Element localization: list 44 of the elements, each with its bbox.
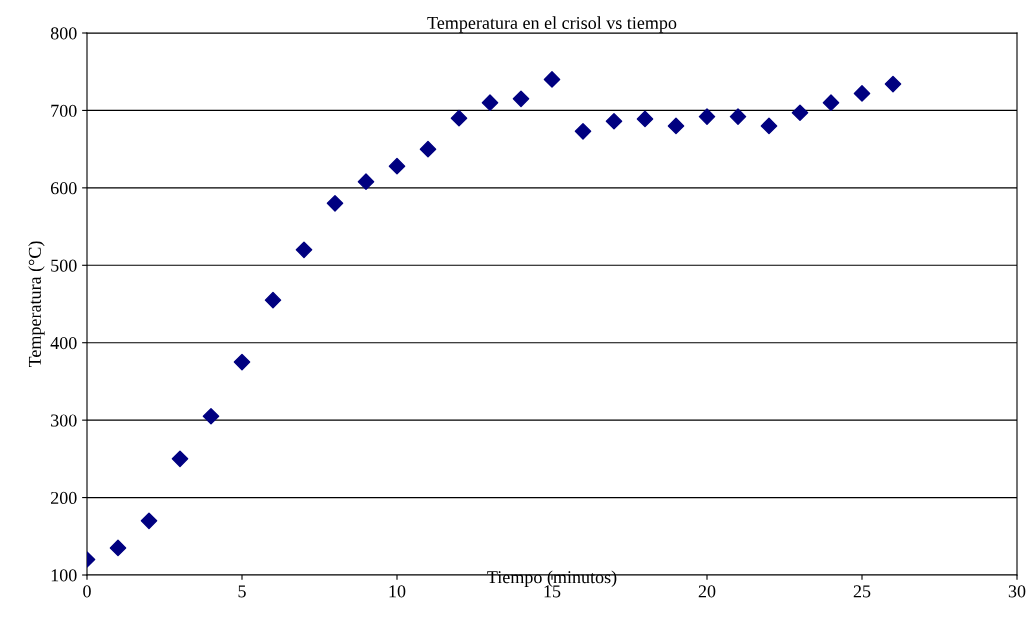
y-tick-label: 200 <box>50 491 77 505</box>
point <box>636 110 654 128</box>
point <box>202 407 220 425</box>
x-tick-label: 10 <box>389 585 406 598</box>
y-tick-label: 400 <box>50 336 77 350</box>
y-tick-label: 700 <box>51 104 77 117</box>
point <box>543 71 561 88</box>
point <box>140 512 158 530</box>
point <box>357 173 375 190</box>
point <box>884 75 902 93</box>
point <box>853 85 871 102</box>
x-axis-title: Tiempo (minutos) <box>487 570 617 587</box>
point <box>264 291 282 309</box>
x-tick-label: 5 <box>238 585 246 598</box>
point <box>450 109 468 127</box>
point <box>822 94 840 111</box>
point <box>481 94 499 111</box>
y-tick-label: 100 <box>51 569 77 582</box>
y-tick-label: 300 <box>51 414 77 427</box>
chart-title: Temperatura en el crisol vs tiempo <box>427 16 677 33</box>
point <box>729 108 747 125</box>
point <box>295 241 313 259</box>
point <box>605 112 623 130</box>
point <box>791 104 809 122</box>
x-tick-label: 25 <box>853 585 871 598</box>
point <box>109 539 127 557</box>
point <box>512 90 530 108</box>
y-tick-label: 500 <box>51 259 77 272</box>
point <box>326 195 344 212</box>
y-axis-title: Temperatura (°C) <box>28 241 45 368</box>
x-tick-label: 30 <box>1008 585 1026 598</box>
point <box>419 140 437 158</box>
point <box>171 450 189 468</box>
point <box>667 117 685 135</box>
point <box>388 157 406 175</box>
x-tick-label: 15 <box>544 585 561 598</box>
point <box>698 108 716 125</box>
point <box>233 353 251 371</box>
x-tick-label: 0 <box>83 585 91 598</box>
x-tick-label: 20 <box>698 585 716 598</box>
point <box>760 117 778 135</box>
point <box>574 123 592 140</box>
y-tick-label: 600 <box>50 182 77 195</box>
y-tick-label: 800 <box>50 27 77 40</box>
